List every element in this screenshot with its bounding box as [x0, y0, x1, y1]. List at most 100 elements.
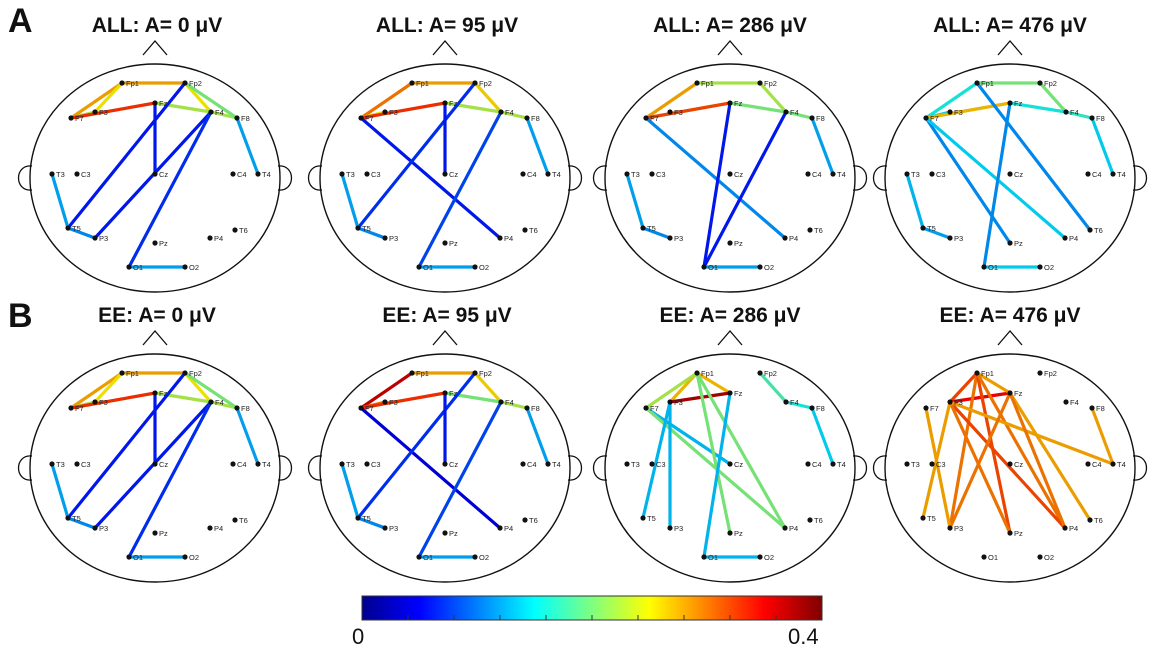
colorbar-ticks: [407, 615, 777, 620]
panel-letter-b: B: [8, 297, 33, 335]
left-ear: [308, 455, 323, 481]
electrode-F4: [1063, 109, 1069, 115]
connection-F8-T4: [810, 406, 835, 466]
electrode-label-F3: F3: [954, 398, 963, 407]
electrode-label-O2: O2: [479, 263, 489, 272]
connection-F4-F8: [499, 400, 529, 410]
electrode-C4: [805, 461, 811, 467]
electrode-O1: [416, 264, 422, 270]
electrode-label-T6: T6: [529, 516, 538, 525]
connection-F4-F8: [784, 400, 814, 410]
head-title-ee-95: EE: A= 95 μV: [382, 304, 512, 327]
electrode-label-P3: P3: [674, 524, 683, 533]
electrode-O2: [1037, 554, 1043, 560]
connection-T3-T5: [905, 172, 925, 230]
electrode-Fp1: [119, 370, 125, 376]
electrode-T6: [807, 227, 813, 233]
electrode-Fz: [727, 100, 733, 106]
connection-F7-Pz: [924, 116, 1012, 245]
electrode-C4: [230, 461, 236, 467]
electrode-label-T3: T3: [631, 460, 640, 469]
electrode-T6: [807, 517, 813, 523]
electrode-O1: [126, 264, 132, 270]
electrode-T4: [255, 171, 261, 177]
electrode-Fp2: [1037, 80, 1043, 86]
nose: [432, 40, 458, 56]
electrode-P3: [382, 235, 388, 241]
electrode-T3: [624, 461, 630, 467]
connection-Fp1-P4: [975, 371, 1067, 530]
electrode-Fp1: [409, 80, 415, 86]
connection-Fp1-Fz: [975, 371, 1012, 395]
connection-F4-O1: [702, 110, 788, 269]
electrode-F3: [947, 109, 953, 115]
electrode-label-F8: F8: [1096, 404, 1105, 413]
electrode-Cz: [442, 171, 448, 177]
electrode-label-C4: C4: [527, 460, 537, 469]
electrode-label-Fp2: Fp2: [764, 369, 777, 378]
electrode-label-P3: P3: [954, 234, 963, 243]
electrode-label-Fp1: Fp1: [981, 79, 994, 88]
electrode-label-T5: T5: [72, 514, 81, 523]
connection-F7-P4: [359, 406, 502, 530]
electrode-label-F3: F3: [99, 398, 108, 407]
head-title-ee-476: EE: A= 476 μV: [939, 304, 1081, 327]
electrode-T5: [355, 515, 361, 521]
electrode-F4: [208, 399, 214, 405]
left-ear: [593, 455, 608, 481]
electrode-label-Fz: Fz: [159, 99, 168, 108]
electrode-label-T4: T4: [837, 170, 846, 179]
electrode-C3: [929, 461, 935, 467]
head-plot: Fp1 Fp2 F7 F3 Fz F4 F8 T3 C3 Cz C4 T4 T5 P3 Pz P4 T6 O1 O2: [18, 330, 292, 583]
electrode-Cz: [152, 461, 158, 467]
connection-Fp1-F7: [644, 371, 699, 410]
connection-F3-Pz: [948, 400, 1012, 535]
electrode-label-C4: C4: [527, 170, 537, 179]
electrode-label-Pz: Pz: [734, 239, 743, 248]
electrode-label-Fp1: Fp1: [416, 79, 429, 88]
electrode-T3: [624, 171, 630, 177]
electrode-Pz: [1007, 240, 1013, 246]
electrode-T3: [339, 171, 345, 177]
electrode-label-F4: F4: [790, 108, 799, 117]
electrode-P4: [207, 525, 213, 531]
connection-T5-P3: [66, 516, 97, 530]
head-title-all-476: ALL: A= 476 μV: [933, 14, 1087, 37]
connection-T5-P3: [356, 226, 387, 240]
electrode-C3: [929, 171, 935, 177]
connection-F3-T4: [948, 400, 1115, 466]
electrode-label-F8: F8: [241, 114, 250, 123]
electrode-label-T6: T6: [814, 516, 823, 525]
connection-Fz-F4: [728, 101, 788, 114]
electrode-T3: [339, 461, 345, 467]
left-ear: [18, 165, 33, 191]
electrode-label-Fp2: Fp2: [479, 79, 492, 88]
electrode-F8: [1089, 115, 1095, 121]
electrode-label-Fz: Fz: [449, 389, 458, 398]
electrode-label-F8: F8: [531, 404, 540, 413]
electrode-F8: [524, 115, 530, 121]
electrode-T6: [522, 517, 528, 523]
electrode-T3: [49, 171, 55, 177]
electrode-F4: [783, 109, 789, 115]
electrode-label-Pz: Pz: [449, 529, 458, 538]
electrode-P4: [782, 525, 788, 531]
electrode-C4: [1085, 171, 1091, 177]
connection-T3-T5: [50, 462, 70, 520]
electrode-label-Pz: Pz: [734, 529, 743, 538]
electrode-label-T5: T5: [927, 514, 936, 523]
electrode-label-F8: F8: [816, 114, 825, 123]
nose: [717, 330, 743, 346]
electrode-label-C3: C3: [936, 170, 946, 179]
electrode-label-Cz: Cz: [159, 460, 168, 469]
connection-T5-P3: [641, 226, 672, 240]
connection-Fz-F4: [443, 101, 503, 114]
electrode-P3: [667, 525, 673, 531]
electrode-P3: [92, 525, 98, 531]
electrode-label-T3: T3: [346, 460, 355, 469]
electrode-label-T6: T6: [239, 226, 248, 235]
electrode-P3: [92, 235, 98, 241]
electrode-label-T5: T5: [647, 514, 656, 523]
connection-F3-Fz: [668, 391, 732, 404]
electrode-F8: [809, 405, 815, 411]
